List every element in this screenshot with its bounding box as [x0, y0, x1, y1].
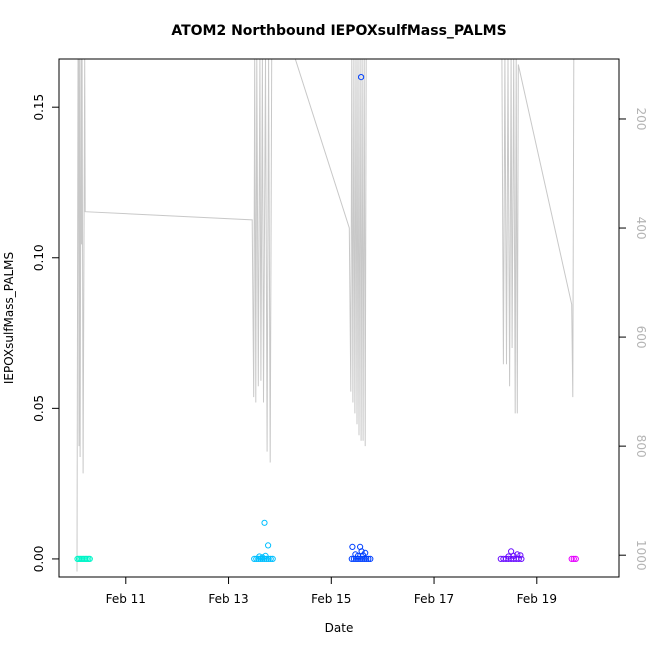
secondary-line-layer	[76, 58, 575, 572]
secondary-series-line	[76, 58, 575, 572]
data-point	[572, 555, 579, 563]
x-axis: Feb 11 Feb 13 Feb 15 Feb 17 Feb 19	[106, 577, 557, 606]
data-point	[367, 555, 374, 563]
data-point	[265, 542, 272, 549]
y2-tick-label: 800	[634, 435, 648, 458]
data-point	[359, 555, 366, 563]
data-point	[360, 552, 367, 559]
scatter-points-layer	[74, 74, 579, 563]
x-tick-label: Feb 17	[414, 592, 454, 606]
data-point	[363, 555, 370, 563]
data-point	[517, 552, 524, 559]
data-point	[259, 554, 266, 561]
x-tick-label: Feb 13	[208, 592, 248, 606]
data-point	[256, 553, 263, 560]
x-axis-title: Date	[325, 621, 354, 635]
data-point	[505, 553, 512, 560]
data-point	[508, 548, 515, 555]
data-point	[263, 555, 270, 563]
data-point	[518, 555, 525, 563]
data-point	[358, 548, 365, 555]
data-point	[349, 543, 356, 551]
data-point	[354, 555, 362, 563]
data-point	[361, 555, 368, 563]
y-axis-title: IEPOXsulfMass_PALMS	[2, 252, 16, 384]
x-tick-label: Feb 19	[517, 592, 557, 606]
data-point	[568, 555, 575, 563]
chart-title: ATOM2 Northbound IEPOXsulfMass_PALMS	[171, 23, 506, 39]
y-tick-label: 0.05	[32, 395, 46, 422]
y-tick-label: 0.00	[32, 546, 46, 573]
data-point	[365, 555, 372, 563]
data-point	[570, 555, 577, 563]
y-axis-right: 200 400 600 800 1000	[619, 108, 648, 571]
y2-tick-label: 200	[634, 108, 648, 131]
y2-tick-label: 600	[634, 326, 648, 349]
x-tick-label: Feb 15	[311, 592, 351, 606]
y-tick-label: 0.10	[32, 244, 46, 271]
y2-tick-label: 1000	[634, 540, 648, 571]
y-axis-left: 0.00 0.05 0.10 0.15	[32, 94, 59, 572]
data-point	[358, 74, 365, 81]
data-point	[86, 555, 93, 563]
data-point	[251, 555, 258, 563]
data-point	[261, 519, 268, 526]
data-point	[267, 555, 274, 563]
x-tick-label: Feb 11	[106, 592, 146, 606]
data-point	[514, 551, 521, 558]
data-point	[262, 552, 269, 560]
y-tick-label: 0.15	[32, 94, 46, 121]
y2-tick-label: 400	[634, 217, 648, 240]
plot-frame	[58, 58, 620, 578]
data-point	[269, 555, 276, 563]
data-point	[348, 555, 355, 563]
